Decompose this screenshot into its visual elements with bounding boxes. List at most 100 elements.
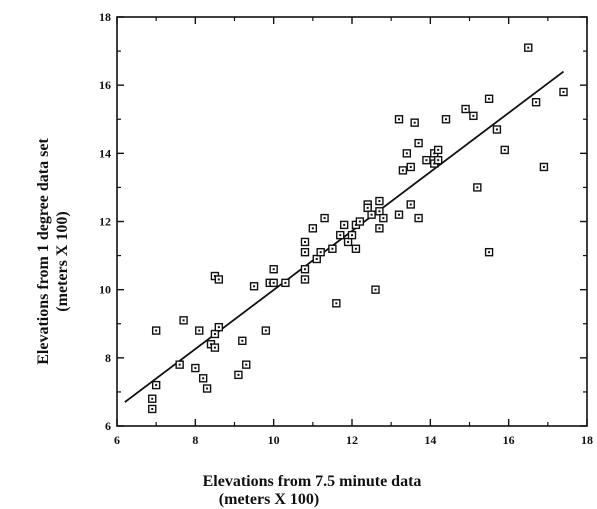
data-point-12 bbox=[210, 329, 220, 339]
data-point-center bbox=[284, 281, 287, 284]
data-point-center bbox=[335, 302, 338, 305]
y-tick-label-2: 10 bbox=[99, 283, 111, 297]
data-point-38 bbox=[347, 230, 357, 240]
y-tick-label-4: 14 bbox=[99, 146, 111, 160]
data-point-center bbox=[437, 159, 440, 162]
y-tick-label-3: 12 bbox=[99, 215, 111, 229]
data-point-center bbox=[182, 319, 185, 322]
data-point-24 bbox=[281, 278, 290, 288]
data-point-center bbox=[374, 288, 377, 291]
data-point-center bbox=[437, 148, 440, 151]
data-point-center bbox=[398, 118, 400, 121]
data-point-center bbox=[382, 217, 385, 220]
data-point-27 bbox=[300, 247, 310, 257]
data-point-51 bbox=[394, 210, 404, 219]
data-point-center bbox=[213, 332, 216, 335]
data-point-66 bbox=[469, 111, 478, 121]
data-point-67 bbox=[473, 183, 482, 192]
data-point-center bbox=[304, 251, 306, 254]
data-point-31 bbox=[316, 247, 325, 257]
data-point-center bbox=[206, 387, 209, 390]
data-point-center bbox=[425, 159, 428, 162]
x-tick-label-5: 16 bbox=[503, 433, 515, 447]
x-tick-label-0: 6 bbox=[114, 433, 120, 447]
data-point-center bbox=[202, 377, 205, 380]
data-point-center bbox=[351, 234, 353, 237]
data-point-center bbox=[358, 220, 361, 223]
data-point-32 bbox=[320, 213, 329, 223]
data-point-center bbox=[178, 363, 181, 366]
data-point-35 bbox=[336, 230, 345, 240]
data-point-39 bbox=[351, 244, 361, 253]
data-point-20 bbox=[261, 326, 271, 335]
y-tick-label-1: 8 bbox=[105, 351, 111, 365]
data-point-19 bbox=[249, 282, 259, 291]
data-point-center bbox=[315, 257, 318, 260]
data-point-44 bbox=[367, 210, 376, 219]
data-point-center bbox=[445, 118, 447, 121]
data-point-52 bbox=[398, 166, 408, 175]
data-point-48 bbox=[375, 196, 384, 206]
data-point-23 bbox=[269, 278, 278, 288]
data-point-center bbox=[347, 240, 350, 243]
data-point-center bbox=[366, 206, 369, 209]
data-point-center bbox=[245, 363, 248, 366]
data-point-3 bbox=[151, 326, 161, 335]
data-point-33 bbox=[328, 244, 337, 253]
data-point-center bbox=[304, 240, 306, 243]
x-tick-label-4: 14 bbox=[424, 433, 436, 447]
data-point-center bbox=[495, 128, 498, 131]
data-point-70 bbox=[492, 125, 502, 134]
data-point-22 bbox=[269, 265, 278, 274]
data-point-center bbox=[237, 373, 240, 376]
data-point-41 bbox=[355, 217, 365, 226]
data-point-center bbox=[343, 223, 346, 226]
data-point-center bbox=[339, 234, 342, 237]
data-point-36 bbox=[339, 220, 349, 230]
data-point-55 bbox=[406, 200, 415, 209]
data-point-11 bbox=[210, 343, 220, 352]
data-point-59 bbox=[422, 155, 431, 165]
y-tick-label-0: 6 bbox=[105, 419, 111, 433]
data-point-center bbox=[405, 152, 408, 155]
data-point-center bbox=[304, 268, 306, 271]
data-point-center bbox=[488, 251, 491, 254]
data-point-center bbox=[409, 203, 412, 206]
data-point-center bbox=[264, 329, 267, 332]
data-point-53 bbox=[402, 149, 412, 158]
data-point-center bbox=[198, 329, 201, 332]
data-point-37 bbox=[343, 237, 353, 247]
data-point-center bbox=[472, 114, 475, 117]
data-point-center bbox=[217, 326, 220, 329]
data-point-57 bbox=[414, 138, 423, 148]
data-point-center bbox=[155, 329, 158, 332]
data-point-47 bbox=[375, 207, 384, 216]
data-point-62 bbox=[433, 155, 443, 165]
x-axis-title: Elevations from 7.5 minute data bbox=[203, 473, 422, 490]
data-point-center bbox=[542, 165, 545, 168]
data-point-9 bbox=[202, 384, 212, 393]
data-point-center bbox=[378, 227, 381, 230]
data-point-71 bbox=[500, 145, 509, 155]
data-point-center bbox=[272, 268, 275, 271]
data-point-center bbox=[241, 339, 244, 342]
data-point-center bbox=[217, 278, 220, 281]
data-point-45 bbox=[371, 285, 380, 294]
y-axis-title: Elevations from 1 degree data set bbox=[35, 138, 52, 365]
x-axis-title-units: (meters X 100) bbox=[219, 491, 319, 508]
y-axis-title-units: (meters X 100) bbox=[54, 211, 71, 311]
data-point-46 bbox=[375, 224, 384, 233]
data-point-center bbox=[378, 200, 381, 203]
data-point-5 bbox=[179, 316, 188, 325]
data-point-center bbox=[213, 346, 216, 349]
data-point-center bbox=[370, 213, 373, 216]
data-point-2 bbox=[151, 380, 161, 390]
x-tick-label-6: 18 bbox=[581, 433, 593, 447]
data-point-center bbox=[378, 210, 381, 213]
data-point-center bbox=[464, 108, 467, 111]
data-point-center bbox=[417, 217, 420, 220]
data-point-center bbox=[413, 121, 416, 124]
data-point-center bbox=[417, 142, 420, 145]
data-point-center bbox=[503, 148, 506, 151]
